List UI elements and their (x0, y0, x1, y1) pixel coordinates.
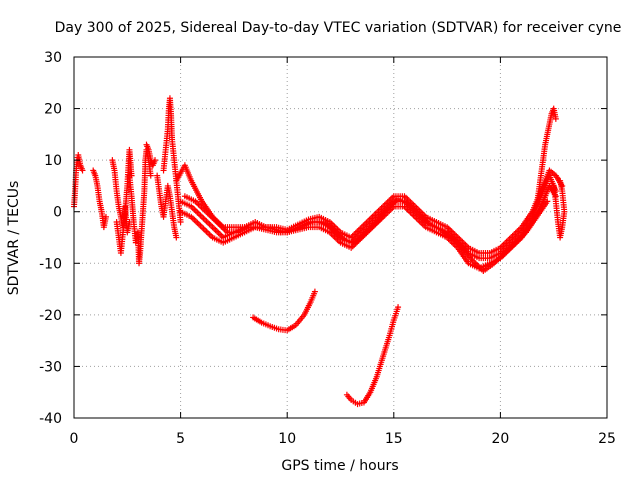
x-tick-label: 10 (278, 431, 296, 447)
y-tick-label: -40 (39, 411, 62, 427)
data-point-marker (79, 167, 86, 174)
series-right-spike (533, 105, 559, 210)
data-point-marker (544, 198, 551, 205)
data-markers (71, 95, 568, 408)
x-axis-label: GPS time / hours (281, 458, 398, 474)
y-tick-label: -10 (39, 256, 62, 272)
y-tick-label: -20 (39, 308, 62, 324)
data-point-marker (173, 234, 180, 241)
y-tick-label: 0 (53, 205, 62, 221)
data-point-marker (395, 304, 402, 311)
chart-title: Day 300 of 2025, Sidereal Day-to-day VTE… (55, 20, 622, 36)
axis-ticks (73, 56, 608, 419)
series-right-tail (550, 177, 568, 241)
x-tick-label: 20 (491, 431, 509, 447)
series-main-band-1 (173, 162, 566, 256)
series-low-arc-2 (343, 304, 402, 408)
y-tick-label: 20 (44, 102, 62, 118)
data-point-marker (102, 213, 109, 220)
data-point-marker (557, 177, 564, 184)
x-tick-label: 15 (385, 431, 403, 447)
x-tick-label: 25 (598, 431, 616, 447)
x-tick-label: 5 (176, 431, 185, 447)
tick-labels: 0 5 10 15 20 25 -40 -30 -20 -10 0 10 20 30 (39, 50, 616, 447)
y-tick-label: 10 (44, 153, 62, 169)
plot-frame (73, 56, 608, 419)
series-arc-early-6 (143, 141, 159, 169)
series-low-arc-1 (250, 288, 318, 334)
data-point-marker (152, 157, 159, 164)
y-axis-label: SDTVAR / TECUs (6, 181, 22, 296)
series-arc-fall (154, 172, 180, 241)
series-main-band-4 (181, 193, 551, 275)
series-arc-early-2 (90, 167, 109, 231)
y-tick-label: -30 (39, 359, 62, 375)
data-point-marker (177, 219, 184, 226)
data-point-marker (552, 115, 559, 122)
y-tick-label: 30 (44, 50, 62, 66)
data-point-marker (311, 288, 318, 295)
data-point-marker (147, 172, 154, 179)
x-tick-label: 0 (70, 431, 79, 447)
series-arc-early-4 (113, 146, 135, 256)
